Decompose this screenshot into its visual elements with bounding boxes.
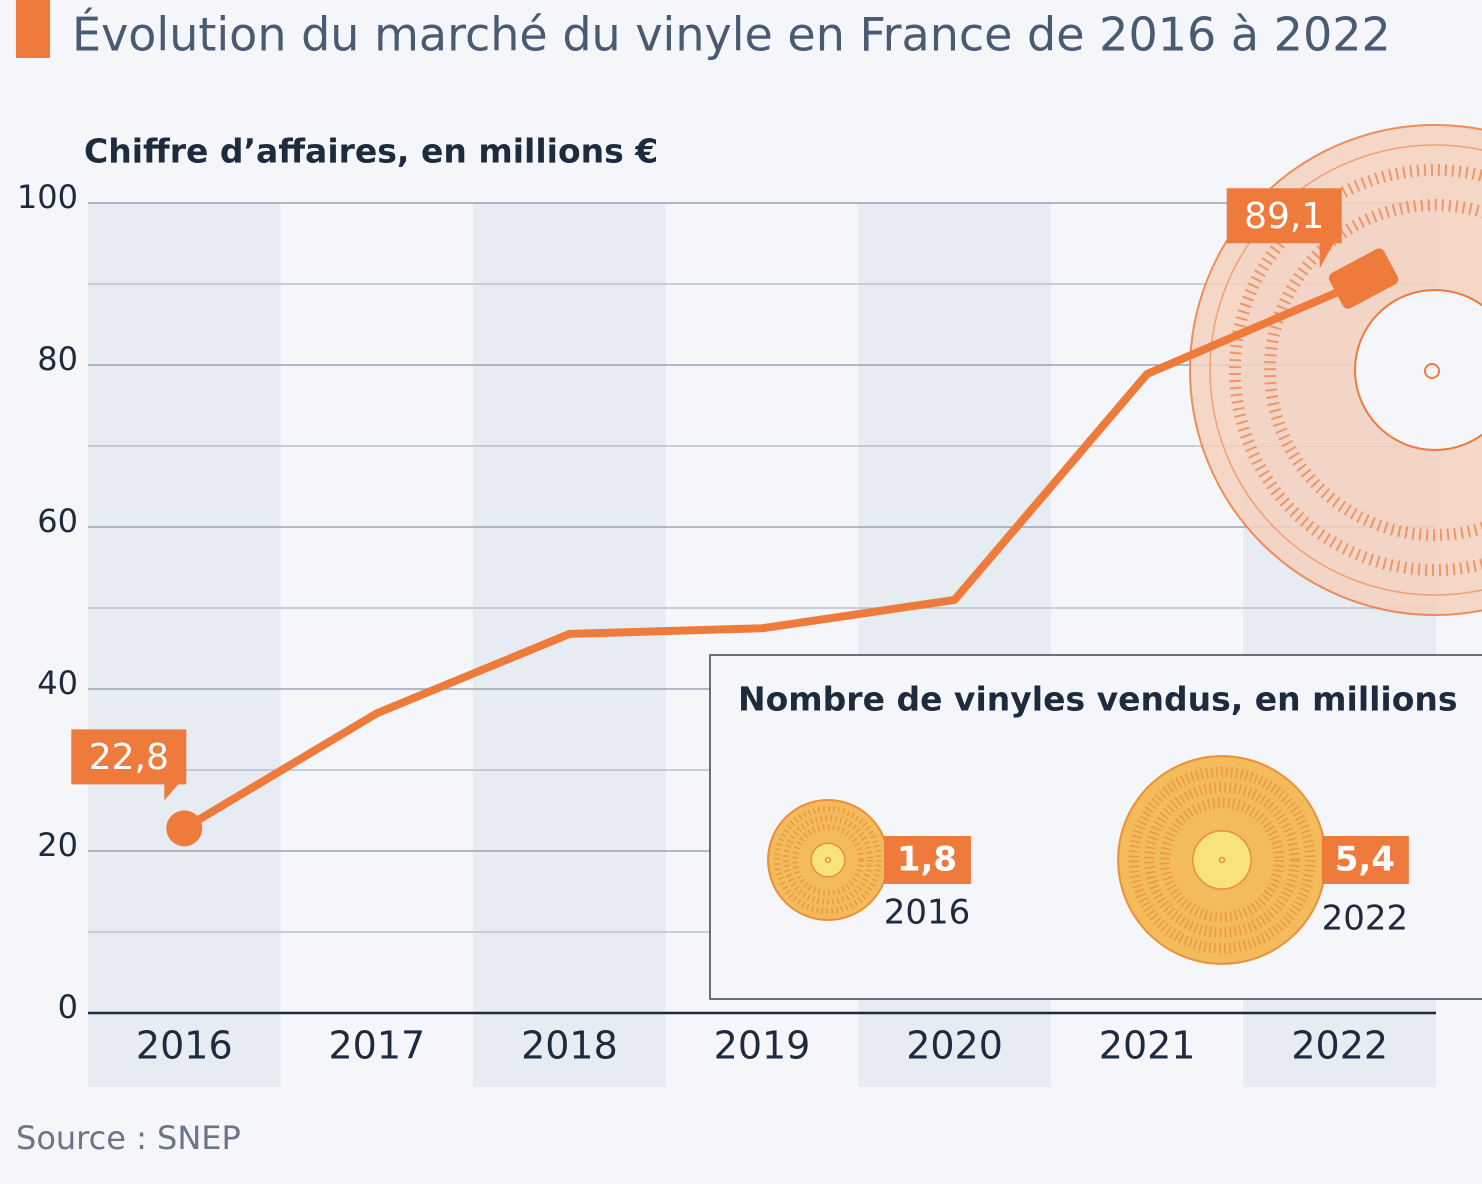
y-tick-label: 20 — [37, 826, 78, 864]
column-band — [473, 203, 666, 1087]
end-marker — [1328, 248, 1399, 309]
x-tick-label: 2016 — [136, 1024, 233, 1068]
disc-label — [810, 842, 846, 878]
disc-hole — [1218, 856, 1226, 864]
y-axis-title: Chiffre d’affaires, en millions € — [84, 132, 658, 171]
disc-hole — [824, 856, 832, 864]
x-tick-label: 2022 — [1291, 1024, 1388, 1068]
inset-value-box — [1321, 836, 1409, 884]
record-decoration — [1189, 124, 1482, 616]
value-label: 89,1 — [1244, 196, 1324, 237]
x-tick-label: 2017 — [328, 1024, 425, 1068]
title-accent — [16, 0, 50, 58]
disc-groove — [783, 815, 873, 905]
y-tick-label: 60 — [37, 502, 78, 540]
disc-groove — [1159, 797, 1285, 923]
inset-value-label: 1,8 — [897, 840, 957, 880]
disc — [767, 799, 889, 921]
inset-year: 2022 — [1322, 899, 1409, 939]
y-tick-label: 40 — [37, 664, 78, 702]
y-tick-label: 0 — [58, 988, 78, 1026]
disc-groove — [1144, 782, 1300, 938]
inset-year: 2016 — [884, 893, 971, 933]
x-tick-label: 2021 — [1099, 1024, 1196, 1068]
x-tick-label: 2018 — [521, 1024, 618, 1068]
inset-title: Nombre de vinyles vendus, en millions — [738, 680, 1458, 719]
x-tick-label: 2019 — [714, 1024, 811, 1068]
start-marker — [166, 810, 203, 847]
value-label-box — [1226, 188, 1342, 269]
disc — [1117, 755, 1327, 965]
y-tick-label: 100 — [17, 178, 78, 216]
line — [182, 287, 1342, 832]
y-tick-label: 80 — [37, 340, 78, 378]
source: Source : SNEP — [16, 1119, 241, 1157]
column-band — [88, 203, 281, 1087]
value-label-box — [71, 729, 187, 801]
disc-groove — [1128, 766, 1316, 954]
x-tick-label: 2020 — [906, 1024, 1003, 1068]
disc-groove — [774, 806, 882, 914]
chart-title: Évolution du marché du vinyle en France … — [72, 8, 1391, 62]
inset-value-label: 5,4 — [1335, 840, 1395, 880]
disc-label — [1192, 830, 1252, 890]
disc-groove — [792, 824, 864, 896]
value-label: 22,8 — [89, 737, 169, 778]
inset-value-box — [883, 836, 971, 884]
